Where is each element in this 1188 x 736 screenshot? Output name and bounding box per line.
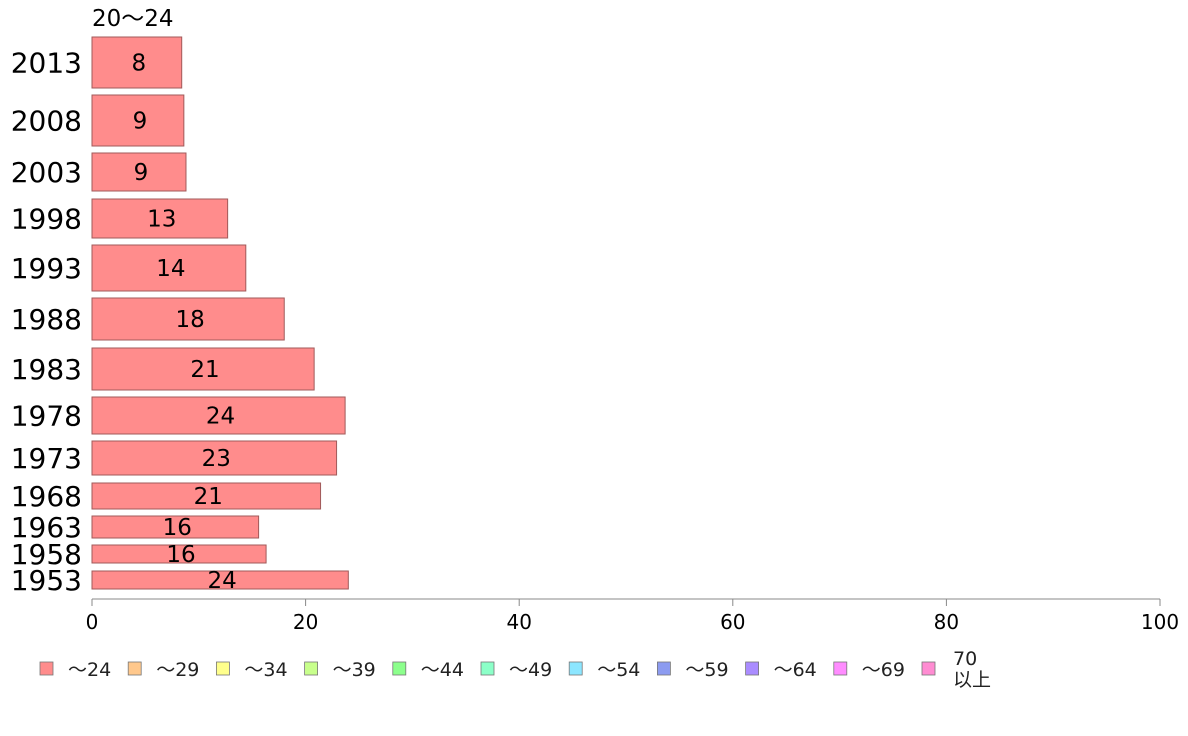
bar-value-label: 21	[194, 484, 223, 510]
legend-label: 〜24	[68, 659, 111, 681]
y-tick-label: 2003	[11, 156, 82, 189]
legend-label: 〜44	[421, 659, 464, 681]
y-tick-label: 1953	[11, 564, 82, 597]
bar	[91, 347, 315, 391]
legend-swatch	[392, 661, 407, 676]
legend-swatch	[657, 661, 671, 676]
x-tick-label: 0	[86, 610, 99, 634]
legend-swatch	[39, 661, 54, 676]
column-header: 20〜24	[92, 6, 174, 32]
y-tick-label: 1963	[11, 511, 82, 544]
legend-label: 〜69	[862, 659, 905, 681]
y-tick-label: 1978	[11, 400, 82, 433]
bar	[91, 94, 185, 147]
y-tick-label: 1968	[11, 480, 82, 513]
bar	[91, 440, 338, 476]
bar-value-label: 23	[202, 446, 231, 472]
y-tick-label: 2008	[11, 105, 82, 138]
legend-swatch	[568, 661, 583, 676]
bar	[91, 396, 346, 435]
bar	[91, 152, 187, 192]
legend-swatch	[833, 661, 848, 676]
x-tick-label: 20	[293, 610, 318, 634]
bar-value-label: 8	[132, 51, 147, 77]
legend-swatch	[921, 661, 936, 676]
bar	[91, 515, 260, 539]
x-tick-label: 80	[934, 610, 959, 634]
y-tick-label: 1983	[11, 353, 82, 386]
legend-swatch	[215, 661, 230, 676]
bar-value-label: 13	[147, 207, 176, 233]
x-tick-label: 40	[506, 610, 531, 634]
bar-value-label: 14	[156, 256, 185, 282]
legend-swatch	[304, 661, 319, 676]
legend-swatch	[127, 661, 142, 676]
y-tick-label: 1973	[11, 442, 82, 475]
bar	[91, 36, 183, 89]
bar	[91, 244, 247, 292]
legend-label: 〜34	[244, 659, 287, 681]
y-tick-label: 1958	[11, 538, 82, 571]
legend-label: 以上	[953, 669, 991, 691]
bar-value-label: 16	[163, 515, 192, 541]
bar	[91, 297, 285, 341]
legend-label: 〜49	[509, 659, 552, 681]
bar-value-label: 9	[133, 109, 148, 135]
bar	[91, 570, 349, 590]
legend-label: 〜39	[333, 659, 376, 681]
legend-label: 〜29	[156, 659, 199, 681]
y-tick-label: 1998	[11, 203, 82, 236]
x-axis: 0 20 40 60 80 100	[86, 598, 1179, 634]
bar	[91, 544, 267, 564]
legend-swatch	[480, 661, 495, 676]
bar-value-label: 24	[208, 568, 237, 594]
x-tick-label: 100	[1141, 610, 1179, 634]
bar-value-label: 18	[175, 307, 204, 333]
bar	[91, 482, 322, 510]
y-tick-label: 1993	[11, 252, 82, 285]
bar-value-label: 21	[190, 357, 219, 383]
legend-label: 〜64	[774, 659, 817, 681]
legend-swatch	[745, 661, 759, 676]
legend-label: 70	[953, 648, 977, 670]
legend-label: 〜59	[685, 659, 728, 681]
bar-value-label: 24	[206, 404, 235, 430]
bar-value-label: 9	[134, 160, 149, 186]
y-tick-label: 2013	[11, 47, 82, 80]
bar-value-label: 16	[166, 542, 195, 568]
legend-label: 〜54	[597, 659, 640, 681]
y-tick-label: 1988	[11, 303, 82, 336]
bar	[91, 198, 229, 239]
x-tick-label: 60	[720, 610, 745, 634]
